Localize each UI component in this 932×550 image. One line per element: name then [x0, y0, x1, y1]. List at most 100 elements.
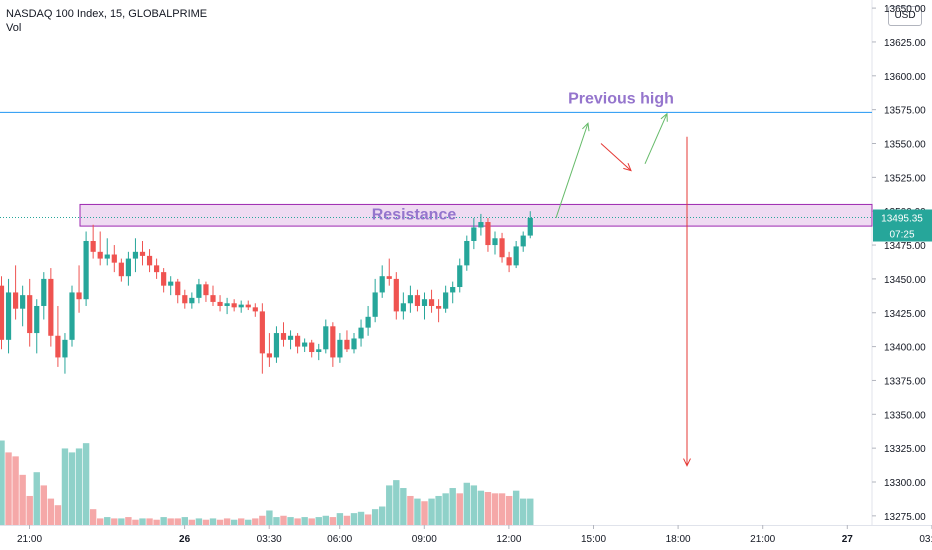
candle-body: [175, 281, 181, 296]
volume-bar: [125, 517, 132, 525]
volume-bar: [407, 495, 414, 525]
arrow-up-1-head: [582, 122, 590, 132]
volume-bar: [428, 498, 435, 525]
volume-bar: [393, 480, 400, 525]
resistance-label: Resistance: [372, 206, 457, 223]
candle-body: [259, 311, 265, 354]
candle-body: [245, 304, 251, 308]
candle-body: [20, 295, 26, 309]
currency-button[interactable]: USD: [888, 6, 922, 26]
volume-bar: [75, 448, 83, 525]
candle-body: [168, 281, 174, 286]
volume-bar: [421, 501, 428, 525]
y-tick-label: 13375.00: [884, 376, 926, 387]
candle-body: [464, 240, 470, 266]
volume-bar: [379, 506, 386, 525]
candle-body: [295, 335, 301, 347]
volume-bar: [512, 490, 520, 525]
candle-body: [379, 276, 385, 293]
volume-bar: [153, 519, 160, 525]
candle-body: [34, 305, 40, 334]
volume-bar: [216, 519, 224, 525]
volume-bar: [259, 515, 266, 525]
volume-bar: [139, 518, 146, 525]
arrow-up-1: [555, 123, 589, 219]
candle-body: [393, 278, 399, 312]
y-tick-label: 13350.00: [884, 410, 926, 421]
y-tick-label: 13475.00: [884, 241, 926, 252]
candle-body: [252, 307, 258, 312]
x-tick-label: 18:00: [666, 534, 691, 545]
volume-bar: [442, 493, 449, 525]
candle-body: [351, 338, 357, 350]
countdown-badge: [873, 225, 932, 242]
volume-bar: [118, 518, 125, 525]
y-tick-label: 13400.00: [884, 343, 926, 354]
candle-body: [189, 297, 195, 304]
volume-bar: [329, 517, 337, 525]
y-tick-label: 13550.00: [884, 140, 926, 151]
candle-body: [55, 335, 61, 358]
volume-bar: [181, 517, 188, 525]
volume-bar: [273, 517, 280, 525]
volume-bar: [47, 498, 55, 525]
candle-body: [499, 238, 505, 258]
volume-bar: [301, 517, 308, 525]
volume-bar: [484, 492, 492, 525]
volume-bar: [209, 518, 217, 525]
candle-body: [48, 278, 54, 336]
candle-body: [287, 335, 294, 340]
candle-body: [154, 265, 160, 273]
candle-body: [365, 316, 371, 328]
candle-body: [62, 339, 68, 358]
volume-bar: [111, 518, 118, 525]
candle-body: [450, 287, 456, 293]
volume-bar: [54, 505, 62, 525]
x-tick-label: 27: [842, 534, 854, 545]
volume-bar: [315, 517, 322, 525]
y-tick-label: 13325.00: [884, 444, 926, 455]
resistance-zone: [79, 203, 873, 227]
volume-bar: [491, 493, 499, 525]
previous-high-label: Previous high: [568, 90, 674, 107]
candle-body: [513, 246, 519, 266]
volume-bar: [470, 485, 478, 525]
candle-body: [421, 299, 428, 306]
y-tick-label: 13625.00: [884, 38, 926, 49]
volume-bar: [456, 493, 463, 525]
volume-bar: [230, 519, 238, 525]
volume-bar: [12, 456, 19, 525]
volume-bar: [364, 514, 372, 525]
x-tick-label: 12:00: [496, 534, 521, 545]
x-tick-label: 21:00: [17, 534, 42, 545]
candle-body: [111, 254, 117, 263]
x-tick-label: 06:00: [327, 534, 352, 545]
y-tick-label: 13575.00: [884, 106, 926, 117]
volume-bar: [223, 518, 231, 525]
candle-body: [414, 295, 421, 306]
candle-body: [210, 295, 216, 302]
arrow-up-2-head: [660, 112, 668, 122]
volume-bar: [40, 485, 47, 525]
arrow-down-1-head: [623, 162, 632, 172]
candle-body: [337, 339, 343, 358]
volume-label: Vol: [6, 22, 22, 34]
volume-bar: [336, 513, 344, 525]
candle-body: [527, 217, 533, 236]
volume-bar: [252, 518, 259, 525]
candle-body: [506, 257, 512, 266]
volume-bar: [294, 518, 301, 525]
candle-body: [309, 342, 315, 353]
candle-body: [358, 327, 364, 339]
candle-body: [231, 303, 237, 308]
volume-bar: [414, 498, 421, 525]
volume-bar: [0, 440, 5, 525]
volume-bar: [174, 518, 181, 525]
volume-bar: [167, 518, 174, 525]
volume-bar: [527, 498, 534, 525]
volume-bar: [505, 495, 513, 525]
volume-bar: [195, 518, 203, 525]
candle-body: [344, 339, 350, 350]
volume-bar: [188, 519, 196, 525]
